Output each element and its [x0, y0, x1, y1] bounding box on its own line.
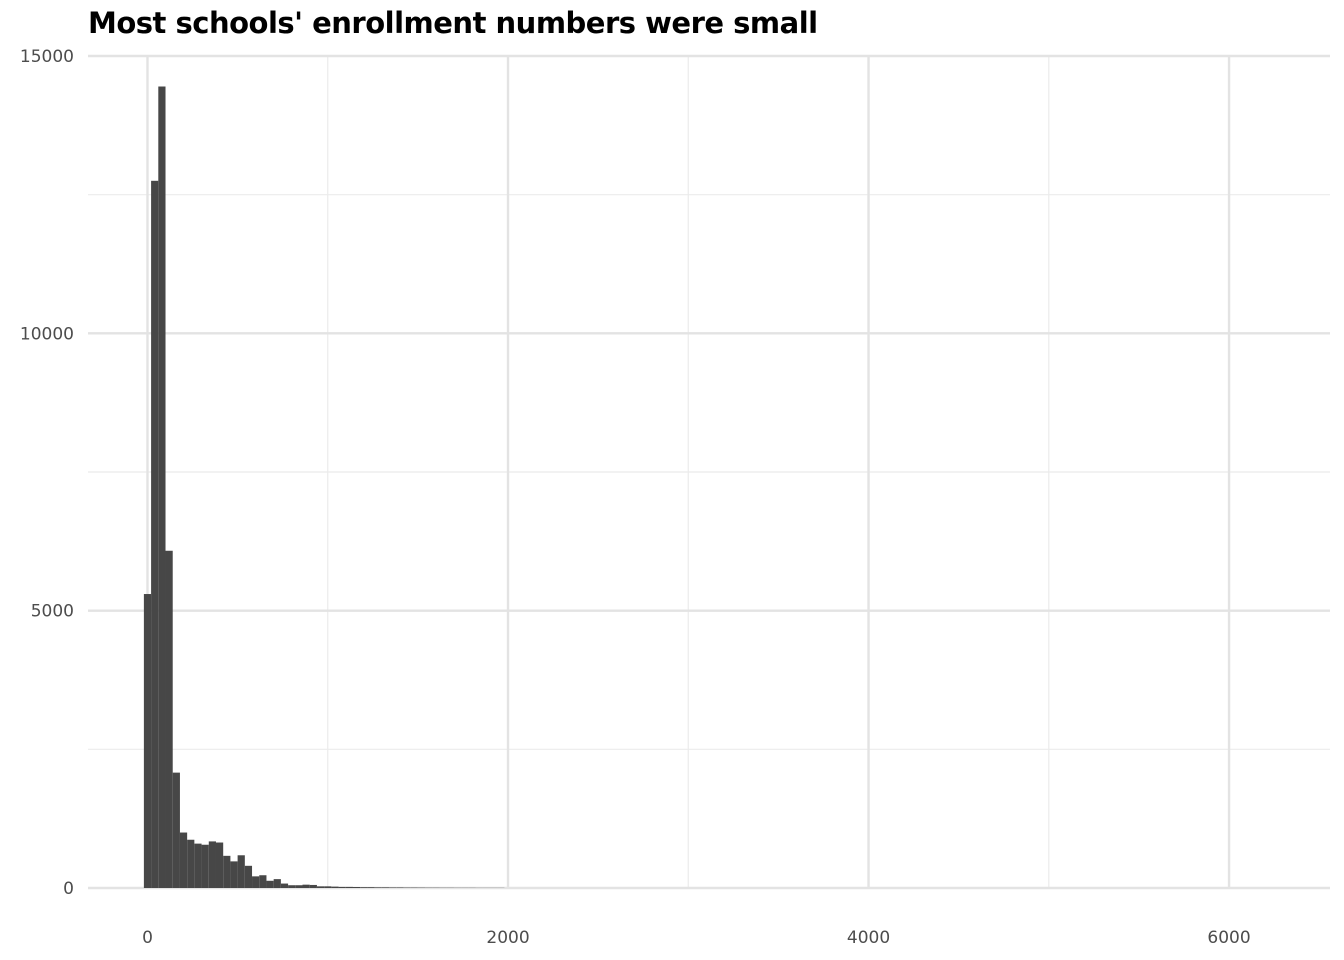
histogram-bar — [360, 887, 368, 888]
histogram-bar — [381, 887, 390, 888]
histogram-bar — [266, 880, 274, 888]
histogram-bar — [179, 832, 188, 888]
histogram-bar — [396, 887, 404, 888]
y-tick-label: 0 — [63, 879, 74, 899]
x-tick-label: 4000 — [847, 928, 890, 948]
histogram-bar — [165, 550, 173, 888]
histogram-bar — [172, 772, 180, 888]
histogram-bar — [338, 886, 346, 888]
minor-gridlines — [88, 56, 1330, 888]
histogram-bar — [223, 855, 231, 888]
histogram-bar — [244, 865, 253, 888]
histogram-bar — [324, 886, 332, 888]
histogram-bar — [143, 594, 152, 888]
histogram-bars — [143, 86, 505, 889]
x-tick-label: 6000 — [1207, 928, 1250, 948]
histogram-bar — [187, 839, 195, 888]
histogram-bar — [237, 855, 245, 888]
y-tick-label: 5000 — [31, 602, 74, 622]
y-axis-tick-labels: 0 5000 10000 15000 — [20, 47, 74, 899]
histogram-bar — [316, 886, 325, 888]
x-axis-tick-labels: 0 2000 4000 6000 — [142, 928, 1251, 948]
histogram-bar — [280, 883, 289, 888]
y-tick-label: 15000 — [20, 47, 74, 67]
histogram-bar — [208, 841, 216, 888]
histogram-bar — [230, 861, 238, 888]
histogram-bar — [389, 887, 397, 888]
histogram-bar — [252, 876, 260, 888]
histogram-bar — [215, 842, 224, 888]
histogram-bar — [331, 886, 339, 888]
x-tick-label: 2000 — [486, 928, 529, 948]
histogram-bar — [367, 887, 375, 888]
histogram-bar — [302, 884, 310, 888]
histogram-bar — [151, 180, 159, 889]
x-tick-label: 0 — [142, 928, 153, 948]
histogram-bar — [288, 885, 296, 888]
histogram-bar — [295, 885, 303, 888]
histogram-bar — [309, 884, 317, 888]
y-tick-label: 10000 — [20, 324, 74, 344]
histogram-bar — [158, 86, 166, 889]
histogram-bar — [201, 844, 209, 888]
histogram-bar — [194, 843, 202, 888]
histogram-bar — [273, 879, 281, 888]
histogram-bar — [259, 875, 267, 888]
histogram-bar — [352, 887, 361, 888]
histogram-bar — [345, 886, 353, 888]
chart-title: Most schools' enrollment numbers were sm… — [88, 6, 818, 40]
histogram-bar — [374, 887, 382, 888]
